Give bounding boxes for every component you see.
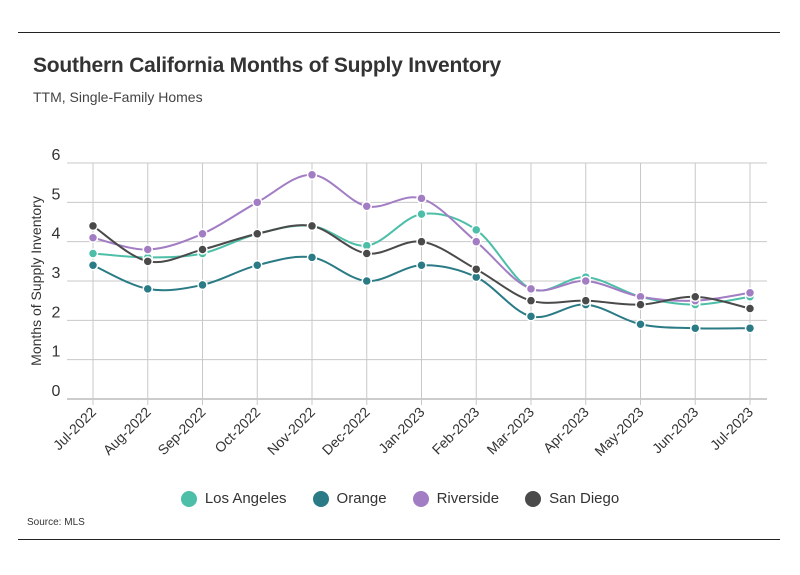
y-tick-label: 6 [52,147,61,164]
data-point-san-diego [690,291,701,302]
legend-swatch [525,490,542,507]
data-point-riverside [306,169,318,181]
data-point-riverside [416,193,427,204]
top-rule [18,32,780,33]
legend-item-orange: Orange [312,490,387,507]
data-point-riverside [142,244,153,255]
x-tick-label: Jul-2022 [50,404,99,453]
data-point-san-diego [306,220,318,232]
data-point-los-angeles [87,248,99,259]
data-point-san-diego [580,295,591,306]
data-point-riverside [197,228,208,240]
legend-swatch [312,490,329,507]
legend-item-los-angeles: Los Angeles [180,490,287,507]
x-tick-label: Dec-2022 [319,404,373,458]
x-tick-label: Nov-2022 [264,404,318,458]
data-point-san-diego [471,263,482,275]
legend-label: San Diego [549,490,620,507]
data-point-orange [197,279,208,291]
y-tick-label: 2 [52,304,61,321]
chart-title: Southern California Months of Supply Inv… [33,54,501,77]
data-point-orange [525,311,537,322]
data-point-orange [361,275,372,287]
data-point-san-diego [361,248,372,259]
data-point-riverside [252,197,263,208]
x-tick-label: Jul-2023 [707,404,756,453]
data-point-los-angeles [416,208,427,220]
data-point-orange [690,322,701,334]
data-point-riverside [525,283,537,295]
data-point-san-diego [635,299,646,310]
x-tick-label: Aug-2022 [100,404,154,458]
legend-swatch [412,490,429,507]
x-tick-label: May-2023 [591,404,646,459]
data-point-riverside [744,287,756,299]
data-point-san-diego [525,295,537,306]
bottom-rule [18,539,780,540]
x-tick-label: Feb-2023 [429,404,483,458]
data-point-san-diego [197,244,208,255]
y-tick-label: 3 [52,265,61,282]
x-tick-label: Mar-2023 [483,404,537,458]
data-points [87,169,756,334]
legend-label: Orange [336,490,387,507]
data-point-san-diego [252,228,263,240]
source-note: Source: MLS [27,517,85,528]
x-tick-label: Oct-2022 [211,404,263,456]
y-axis-label: Months of Supply Inventory [28,196,44,366]
x-tick-label: Apr-2023 [540,404,592,456]
x-tick-label: Jun-2023 [649,404,702,457]
chart-subtitle: TTM, Single-Family Homes [33,89,203,105]
data-point-san-diego [744,303,756,314]
y-tick-label: 5 [52,186,61,203]
data-point-orange [416,260,427,271]
data-point-riverside [361,201,372,212]
data-point-orange [142,283,153,295]
data-point-riverside [87,232,99,243]
y-tick-label: 0 [52,383,61,400]
data-point-san-diego [142,256,153,267]
x-axis-ticks: Jul-2022 Aug-2022 Sep-2022 Oct-2022 Nov-2022… [50,404,756,459]
data-point-orange [744,322,756,334]
data-point-riverside [580,275,591,287]
data-point-san-diego [87,220,99,232]
data-point-riverside [471,236,482,247]
data-point-orange [635,319,646,330]
y-tick-label: 4 [52,226,61,243]
data-point-orange [252,260,263,271]
legend-item-san-diego: San Diego [525,490,619,507]
legend: Los Angeles Orange Riverside San Diego [0,490,800,507]
y-axis-ticks: 0 1 2 3 4 5 6 [52,147,61,400]
legend-swatch [180,490,197,507]
data-point-orange [306,252,318,263]
y-tick-label: 1 [52,344,61,361]
x-tick-label: Jan-2023 [375,404,428,457]
legend-label: Los Angeles [204,490,287,507]
data-point-san-diego [416,236,427,247]
legend-item-riverside: Riverside [412,490,500,507]
data-point-orange [87,260,99,271]
legend-label: Riverside [436,490,500,507]
x-tick-label: Sep-2022 [154,404,208,458]
data-point-los-angeles [471,224,482,236]
